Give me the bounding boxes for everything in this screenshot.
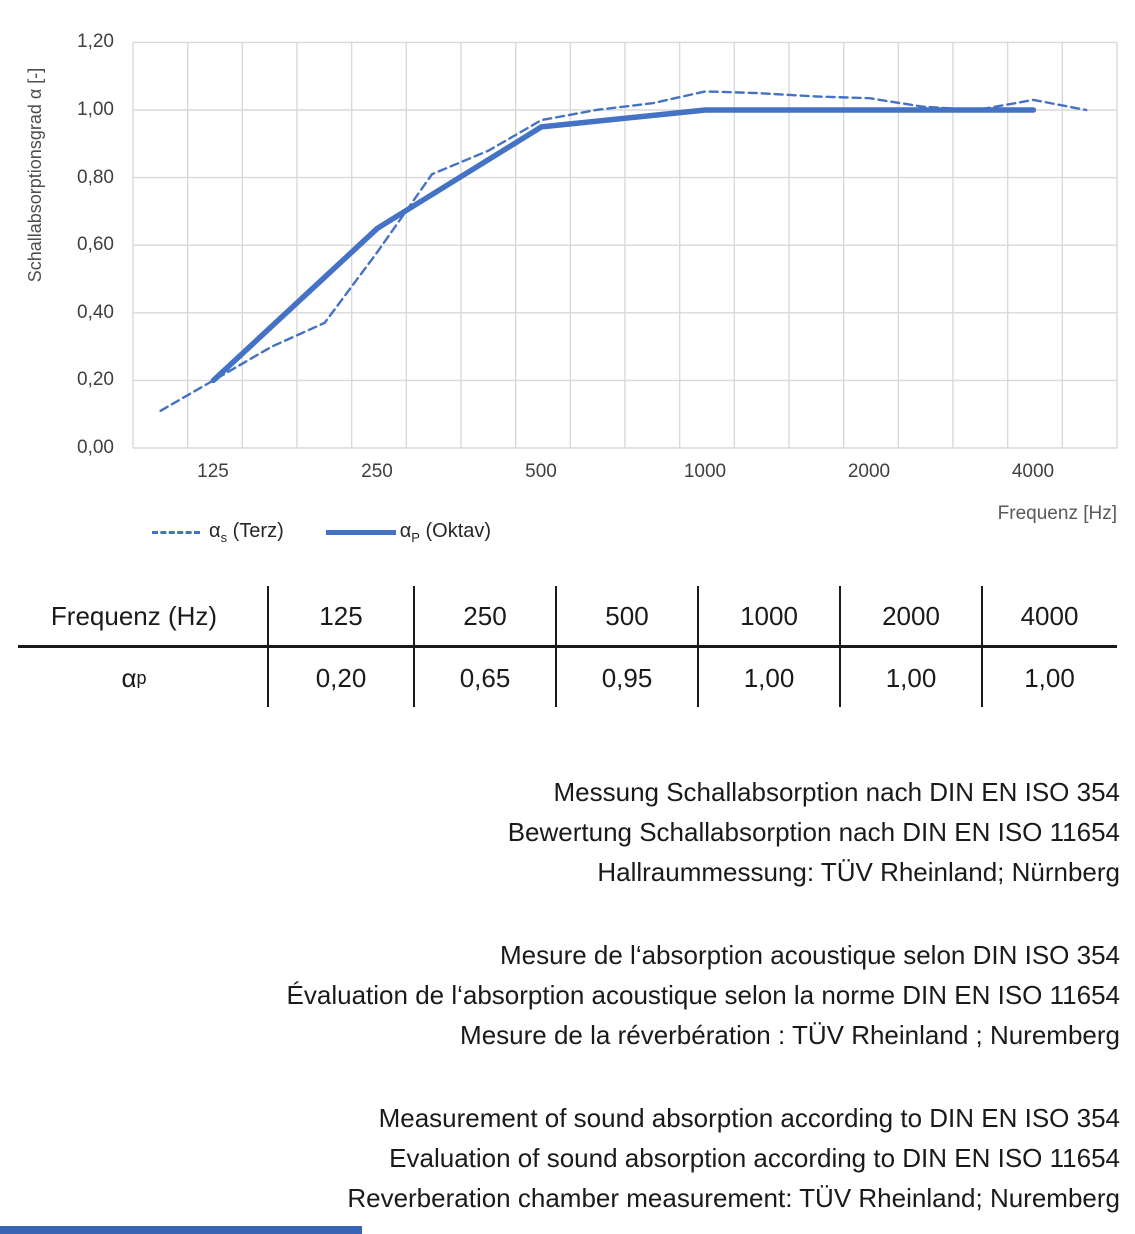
table-frequency-cell: 125: [319, 600, 363, 631]
legend-solid-line-sample: [325, 529, 396, 535]
y-tick-label: 0,20: [77, 369, 114, 390]
y-tick-label: 1,20: [77, 31, 114, 52]
sound-absorption-chart: Schallabsorptionsgrad α [-] 1,20 1,00 0,…: [0, 0, 1135, 560]
note-block-french: Mesure de l‘absorption acoustique selon …: [287, 935, 1120, 1055]
frequency-table: Frequenz (Hz) 125 250 500 1000 2000 4000…: [0, 586, 1117, 707]
note-block-german: Messung Schallabsorption nach DIN EN ISO…: [508, 772, 1120, 892]
note-line: Evaluation of sound absorption according…: [389, 1143, 1120, 1173]
x-tick-label: 250: [361, 461, 393, 482]
table-frequency-cell: 2000: [882, 600, 940, 631]
x-tick-label: 2000: [847, 461, 891, 482]
footer-accent-bar: [0, 1226, 362, 1234]
table-value-cell: 1,00: [743, 662, 795, 693]
x-tick-label: 4000: [1011, 461, 1055, 482]
table-value-cell: 0,65: [459, 662, 511, 693]
note-line: Hallraummessung: TÜV Rheinland; Nürnberg: [597, 857, 1120, 887]
y-axis-title: Schallabsorptionsgrad α [-]: [25, 67, 45, 283]
y-tick-label: 1,00: [77, 99, 114, 120]
alpha-s-terz-line: [159, 90, 1088, 412]
legend-label-terz: αs (Terz): [209, 519, 284, 545]
table-frequency-cell: 250: [463, 600, 507, 631]
chart-legend: αs (Terz) αP (Oktav): [152, 518, 491, 546]
note-line: Bewertung Schallabsorption nach DIN EN I…: [507, 817, 1120, 847]
table-frequency-cell: 4000: [1020, 600, 1079, 631]
table-frequency-cell: 500: [605, 600, 649, 631]
table-header-frequency: Frequenz (Hz): [50, 600, 218, 631]
x-tick-label: 500: [525, 461, 557, 482]
table-value-cell: 1,00: [1024, 662, 1075, 693]
x-tick-label: 1000: [683, 461, 727, 482]
legend-label-oktav: αP (Oktav): [399, 519, 492, 545]
note-line: Mesure de la réverbération : TÜV Rheinla…: [460, 1020, 1120, 1050]
y-tick-label: 0,40: [77, 302, 114, 323]
plot-area: [132, 41, 1118, 449]
y-tick-label: 0,80: [77, 167, 114, 188]
note-line: Reverberation chamber measurement: TÜV R…: [347, 1183, 1120, 1213]
note-line: Messung Schallabsorption nach DIN EN ISO…: [553, 777, 1120, 807]
table-header-row: Frequenz (Hz) 125 250 500 1000 2000 4000: [0, 586, 1117, 646]
note-line: Évaluation de l‘absorption acoustique se…: [286, 980, 1120, 1010]
table-value-cell: 1,00: [885, 662, 937, 693]
table-frequency-cell: 1000: [740, 600, 798, 631]
note-line: Measurement of sound absorption accordin…: [378, 1103, 1120, 1133]
note-line: Mesure de l‘absorption acoustique selon …: [499, 940, 1120, 970]
table-value-cell: 0,95: [601, 662, 653, 693]
x-tick-label: 125: [197, 461, 229, 482]
y-tick-label: 0,00: [77, 437, 114, 458]
table-value-cell: 0,20: [315, 662, 367, 693]
x-axis-title: Frequenz [Hz]: [997, 503, 1117, 524]
legend-dashed-line-sample: [152, 530, 200, 534]
table-header-rule: [18, 645, 1117, 648]
note-block-english: Measurement of sound absorption accordin…: [347, 1098, 1120, 1218]
alpha-p-oktav-line: [210, 107, 1037, 384]
y-tick-label: 0,60: [77, 234, 114, 255]
